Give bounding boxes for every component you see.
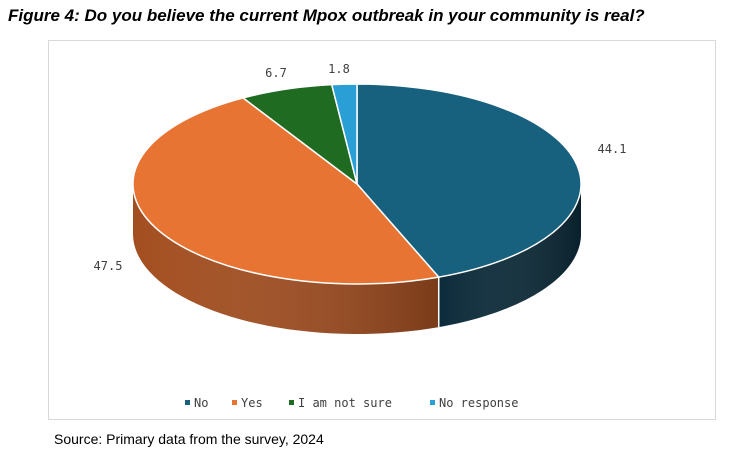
legend-label: No response <box>439 396 518 410</box>
legend-label: No <box>194 396 208 410</box>
figure-title: Figure 4: Do you believe the current Mpo… <box>8 6 645 25</box>
legend-swatch <box>430 400 435 405</box>
data-label-no-response: 1.8 <box>328 62 350 76</box>
legend-item-i-am-not-sure: I am not sure <box>289 396 392 410</box>
pie-side-shade <box>133 184 439 334</box>
legend-swatch <box>232 400 237 405</box>
legend-item-no-response: No response <box>430 396 518 410</box>
legend-label: Yes <box>241 396 263 410</box>
pie-side-shade <box>438 184 581 328</box>
pie-slice-no <box>356 83 582 278</box>
legend-label: I am not sure <box>298 396 392 410</box>
legend-swatch <box>289 400 294 405</box>
data-label-i-am-not-sure: 6.7 <box>265 66 287 80</box>
legend-swatch <box>185 400 190 405</box>
legend-item-no: No <box>185 396 208 410</box>
data-label-yes: 47.5 <box>94 259 123 273</box>
pie-chart: 44.1 47.5 6.7 1.8 No Yes I am not sure No resp… <box>94 62 627 410</box>
source-note: Source: Primary data from the survey, 20… <box>54 431 324 447</box>
pie-slice-yes <box>132 97 440 285</box>
legend-item-yes: Yes <box>232 396 263 410</box>
data-label-no: 44.1 <box>598 142 627 156</box>
pie-slice-no-response <box>331 83 358 185</box>
